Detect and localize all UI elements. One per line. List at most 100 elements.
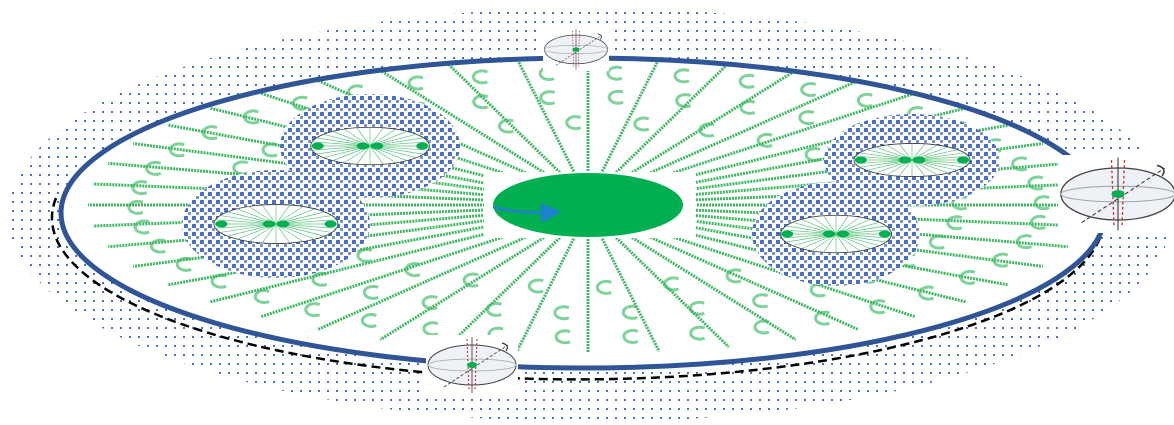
arc-mark: [242, 109, 260, 125]
arc-mark: [738, 73, 755, 89]
arc-mark: [689, 325, 706, 341]
cluster-dot: [277, 220, 289, 228]
arc-mark: [606, 65, 623, 81]
arc-mark: [621, 304, 638, 320]
cluster-dot: [311, 142, 324, 150]
ray: [209, 225, 513, 304]
arc-mark: [149, 238, 166, 254]
ray: [641, 232, 859, 331]
arc-mark: [752, 293, 769, 309]
ray: [209, 106, 513, 185]
arc-mark: [959, 269, 976, 285]
gyro-right: [1058, 155, 1174, 233]
ray: [260, 229, 523, 319]
arc-mark: [422, 321, 439, 337]
arc-mark: [168, 142, 185, 158]
arc-mark: [472, 94, 489, 110]
cluster-dot: [324, 220, 337, 228]
ray: [653, 91, 916, 181]
cluster-dot: [263, 220, 275, 228]
ray: [641, 79, 859, 178]
center-body: [493, 173, 683, 237]
ray: [379, 69, 548, 176]
arc-mark: [210, 273, 227, 289]
arc-mark: [633, 116, 650, 132]
cluster-dot: [781, 230, 794, 238]
ray: [600, 237, 661, 353]
cluster-dot: [913, 156, 925, 164]
ray: [628, 234, 797, 341]
ray: [628, 69, 797, 176]
arc-mark: [553, 305, 570, 321]
arc-mark: [404, 262, 421, 278]
arc-mark: [253, 288, 270, 304]
cluster-ray: [369, 127, 384, 147]
arc-mark: [485, 301, 502, 317]
cluster-dot: [823, 230, 835, 238]
arc-mark: [800, 82, 817, 98]
arc-mark: [127, 199, 144, 215]
cluster-ray: [835, 233, 849, 253]
cluster-dot: [854, 156, 867, 164]
cluster-ray: [911, 143, 926, 161]
ray: [515, 57, 576, 173]
arc-mark: [739, 99, 756, 115]
clusters: [182, 94, 1000, 286]
cluster-dot: [215, 220, 228, 228]
arc-mark: [554, 329, 571, 345]
arc-mark: [539, 90, 556, 106]
arc-mark: [992, 252, 1009, 268]
arc-mark: [471, 69, 488, 85]
cluster: [280, 94, 460, 198]
cluster-ray: [898, 159, 913, 177]
ray: [446, 236, 561, 349]
cluster-ray: [898, 143, 913, 161]
arc-mark: [407, 75, 424, 91]
ray: [379, 234, 548, 341]
arc-mark: [756, 132, 773, 148]
arc-mark: [673, 68, 690, 84]
cluster-dot: [416, 142, 429, 150]
cluster-dot: [878, 230, 891, 238]
arc-mark: [946, 215, 963, 231]
ray: [653, 229, 916, 319]
ray: [260, 91, 523, 181]
arc-mark: [1029, 214, 1046, 230]
arc-mark: [1027, 175, 1044, 191]
gyro-bottom: [425, 335, 519, 395]
arc-mark: [201, 125, 218, 141]
arc-mark: [675, 93, 692, 109]
gyro-top: [543, 28, 609, 71]
arc-mark: [725, 268, 742, 284]
cluster-ray: [275, 204, 291, 225]
arc-mark: [145, 160, 162, 176]
arc-mark: [856, 92, 873, 108]
cluster-ray: [835, 215, 849, 235]
arc-mark: [362, 284, 379, 300]
cluster-ray: [369, 145, 384, 165]
arc-mark: [798, 110, 815, 126]
cluster-ray: [356, 145, 371, 165]
arc-mark: [304, 302, 321, 318]
cluster-ray: [261, 204, 277, 225]
arc-mark: [869, 299, 886, 315]
cluster-dot: [357, 142, 369, 150]
arc-mark: [565, 115, 582, 131]
arc-mark: [622, 328, 639, 344]
arc-mark: [360, 312, 377, 328]
cluster: [182, 170, 370, 278]
cluster-dot: [957, 156, 970, 164]
ray: [615, 236, 730, 349]
ray: [317, 232, 535, 331]
arc-mark: [607, 89, 624, 105]
ray: [515, 237, 576, 353]
cluster-dot: [371, 142, 383, 150]
ray: [615, 61, 730, 174]
arc-mark: [527, 278, 544, 294]
cluster-ray: [911, 159, 926, 177]
arc-mark: [462, 272, 479, 288]
ray: [446, 61, 561, 174]
arc-mark: [814, 310, 831, 326]
